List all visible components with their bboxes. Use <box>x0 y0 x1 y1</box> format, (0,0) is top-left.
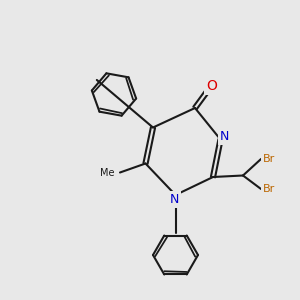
Text: O: O <box>206 79 217 92</box>
Text: N: N <box>169 193 179 206</box>
Text: Br: Br <box>262 154 274 164</box>
Text: Br: Br <box>262 184 274 194</box>
Text: Me: Me <box>100 167 115 178</box>
Text: N: N <box>219 130 229 143</box>
